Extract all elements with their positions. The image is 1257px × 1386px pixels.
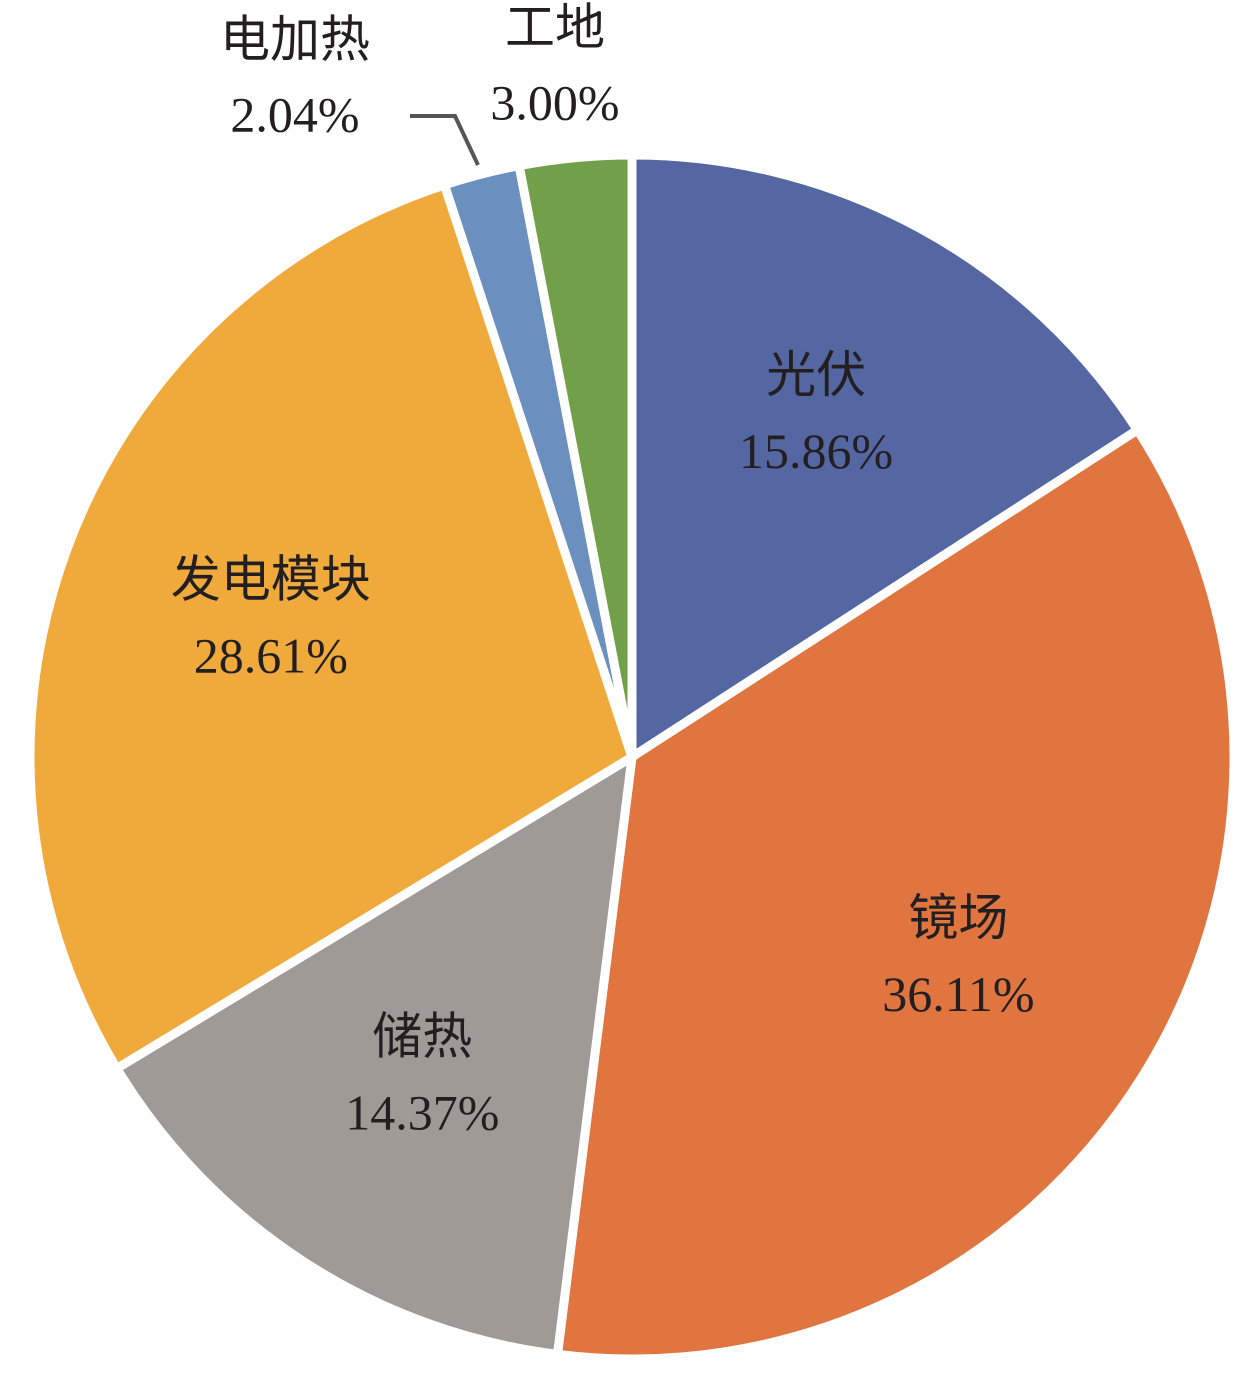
slice-category-label: 储热 — [372, 1009, 472, 1065]
pie-slice — [552, 423, 1239, 1364]
slice-value-label: 28.61% — [194, 627, 348, 683]
slice-value-label: 36.11% — [882, 966, 1034, 1022]
pie-slice — [110, 748, 638, 1360]
slice-category-label: 镜场 — [908, 890, 1008, 946]
slice-value-label: 3.00% — [490, 74, 619, 130]
slice-category-label: 发电模块 — [171, 551, 371, 607]
pie-slice — [627, 150, 1144, 766]
slice-category-label: 光伏 — [766, 347, 866, 403]
slice-category-label: 电加热 — [220, 11, 370, 67]
pie-slice — [25, 179, 638, 1075]
slice-value-label: 15.86% — [739, 423, 893, 479]
leader-line — [410, 114, 480, 166]
slice-value-label: 14.37% — [345, 1085, 499, 1141]
slice-category-label: 工地 — [505, 0, 605, 55]
slice-value-label: 2.04% — [230, 86, 359, 142]
pie-slice — [513, 150, 637, 758]
